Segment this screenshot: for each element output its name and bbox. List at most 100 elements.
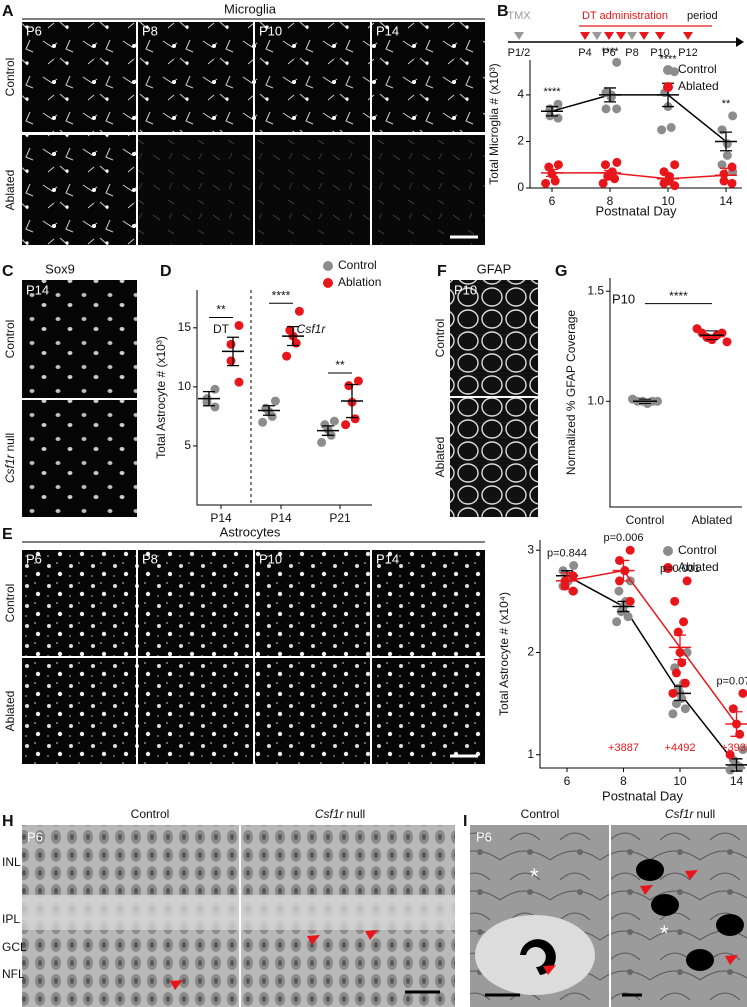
data-point: [653, 396, 662, 406]
timeline-day: P10: [650, 47, 670, 59]
data-point: [553, 99, 563, 109]
legend-marker: [323, 278, 333, 288]
legend-label: Ablated: [678, 560, 719, 574]
error-bar: [203, 390, 215, 407]
data-point: [600, 160, 610, 170]
micrograph: [22, 22, 136, 132]
error-bar: [227, 336, 239, 367]
timeline-label: period: [687, 10, 718, 22]
x-tick-label: P14: [270, 511, 292, 525]
data-point: [625, 545, 635, 555]
y-tick-label: 1: [527, 747, 534, 761]
legend-marker: [663, 65, 673, 75]
label-rest: null: [696, 807, 715, 821]
significance: **: [722, 98, 731, 110]
data-point: [670, 160, 680, 170]
gene-name: Csf1r: [665, 807, 695, 821]
layer-label: IPL: [2, 912, 20, 926]
data-point: [553, 113, 563, 123]
panel-letter: B: [497, 3, 509, 20]
micrograph: [22, 400, 137, 517]
data-point: [670, 181, 680, 191]
data-point: [725, 765, 735, 775]
legend-marker: [323, 261, 333, 271]
age-label: P14: [26, 282, 49, 297]
arrowhead: [365, 930, 378, 940]
error-bar: [720, 167, 732, 183]
significance: ****: [601, 46, 619, 58]
y-tick-label: 4: [517, 87, 524, 101]
data-point: [344, 381, 354, 391]
panel-letter: A: [2, 3, 14, 20]
x-tick-label: 8: [607, 194, 614, 208]
data-point: [234, 377, 244, 387]
age-label: P6: [27, 829, 43, 844]
micrograph: [138, 658, 253, 764]
age-label: P10: [454, 282, 477, 297]
panel-letter: C: [2, 263, 14, 280]
data-point: [614, 586, 624, 596]
data-point: [722, 150, 732, 160]
y-tick-label: 2: [527, 645, 534, 659]
x-tick-label: Control: [626, 513, 665, 527]
significance: **: [216, 303, 226, 317]
micrograph: [22, 280, 137, 398]
data-point: [719, 176, 729, 186]
x-tick-label: 10: [673, 774, 687, 788]
row-label: Control: [3, 320, 17, 359]
error-bar: [546, 105, 558, 117]
timeline-day: P8: [625, 47, 638, 59]
panel-letter: F: [437, 263, 447, 280]
row-label: Ablated: [433, 437, 447, 478]
data-point: [727, 162, 737, 172]
column-label: P14: [376, 551, 399, 566]
legend-marker: [663, 563, 673, 573]
data-point: [666, 122, 676, 132]
label-rest: null: [346, 807, 365, 821]
micrograph: [255, 550, 370, 656]
vessel: [475, 915, 595, 995]
x-tick-label: 14: [719, 194, 733, 208]
data-point: [671, 668, 681, 678]
arrowhead: [170, 980, 183, 990]
data-point: [541, 178, 551, 188]
data-point: [612, 57, 622, 67]
data-point: [550, 176, 560, 186]
asterisk: *: [660, 921, 669, 946]
row-label: Control: [3, 584, 17, 623]
micrograph: [138, 22, 253, 132]
y-tick-label: 15: [178, 320, 192, 334]
panel-letter: H: [2, 813, 14, 830]
data-point: [601, 104, 611, 114]
error-bar: [604, 87, 616, 103]
panel-letter: D: [160, 263, 172, 280]
timeline-label: TMX: [507, 10, 531, 22]
column-label: P6: [26, 551, 42, 566]
data-point: [606, 92, 616, 102]
row-label: Control: [3, 58, 17, 97]
error-bar: [561, 572, 573, 590]
micrograph: [138, 135, 253, 245]
layer-label: INL: [2, 855, 21, 869]
arrowhead: [725, 955, 738, 965]
y-tick-label: 10: [178, 379, 192, 393]
mean-line: [566, 575, 738, 766]
x-tick-label: P14: [210, 511, 232, 525]
micrograph: [22, 135, 136, 245]
data-point: [722, 139, 732, 149]
legend-label: Ablated: [678, 79, 719, 93]
legend-label: Control: [338, 258, 377, 272]
dark-cell: [651, 894, 679, 916]
legend-marker: [663, 82, 673, 92]
legend-label: Control: [678, 543, 717, 557]
panel-letter: I: [463, 813, 467, 830]
row-label: Ablated: [3, 691, 17, 732]
data-point: [353, 376, 363, 386]
error-bar: [662, 174, 674, 183]
row-label: Ablated: [3, 170, 17, 211]
data-point: [568, 571, 578, 581]
subtitle: P10: [612, 291, 635, 306]
x-axis-label: Postnatal Day: [602, 788, 683, 803]
